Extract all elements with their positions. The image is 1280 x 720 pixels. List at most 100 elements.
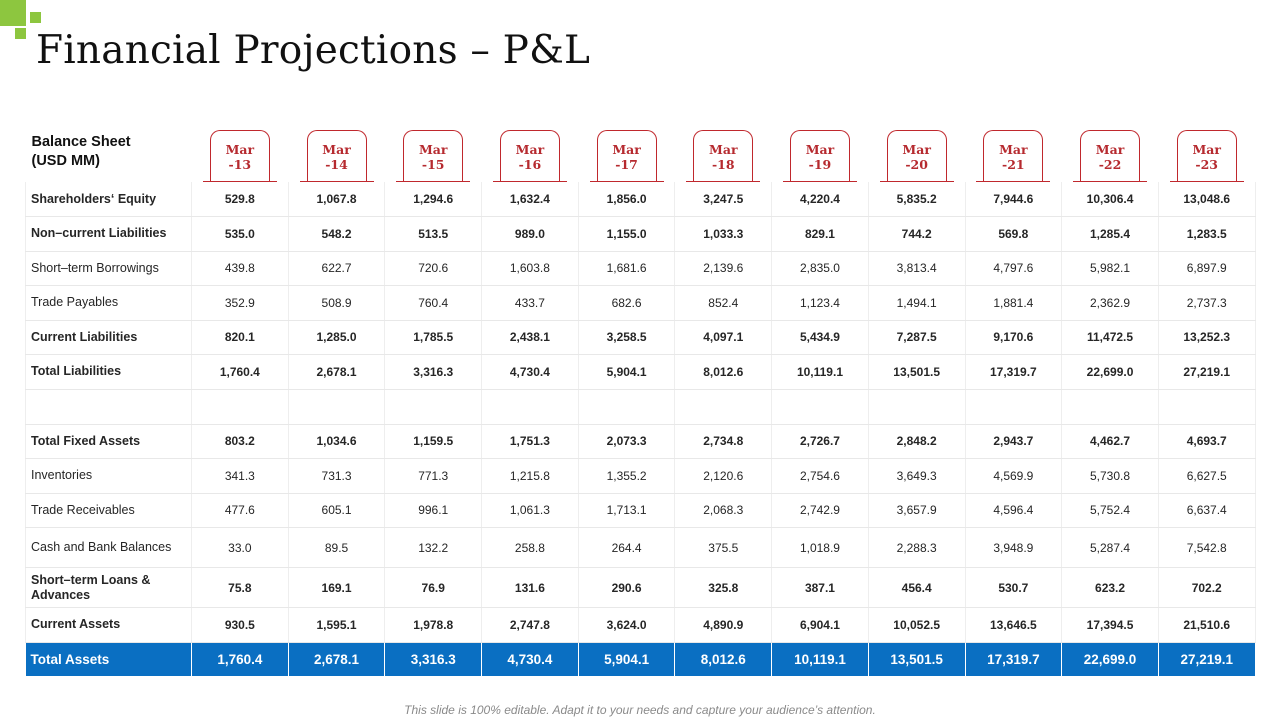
value-cell: 2,678.1 — [288, 354, 386, 390]
total-value-cell: 27,219.1 — [1158, 642, 1256, 676]
logo-square-small-bottom — [15, 28, 26, 39]
value-cell: 1,123.4 — [771, 285, 869, 321]
empty-cell — [868, 389, 966, 425]
value-cell: 1,033.3 — [674, 216, 773, 252]
footer-note: This slide is 100% editable. Adapt it to… — [404, 703, 876, 717]
value-cell: 132.2 — [384, 527, 483, 568]
empty-cell — [578, 389, 676, 425]
value-cell: 529.8 — [191, 182, 289, 217]
table-row: Inventories 341.3 731.3 771.3 1,215.8 1,355.2… — [25, 458, 1256, 494]
value-cell: 7,542.8 — [1158, 527, 1256, 568]
value-cell: 131.6 — [481, 567, 579, 608]
value-cell: 930.5 — [191, 607, 289, 643]
value-cell: 605.1 — [288, 493, 386, 528]
row-label: Non–current Liabilities — [25, 216, 192, 252]
value-cell: 1,632.4 — [481, 182, 579, 217]
value-cell: 6,627.5 — [1158, 458, 1256, 494]
row-label: Current Liabilities — [25, 320, 192, 355]
value-cell: 2,943.7 — [965, 424, 1063, 459]
row-label: Cash and Bank Balances — [25, 527, 192, 568]
value-cell: 6,897.9 — [1158, 251, 1256, 286]
value-cell: 4,220.4 — [771, 182, 869, 217]
table-row: Trade Payables 352.9 508.9 760.4 433.7 682.6 8… — [25, 285, 1256, 321]
table-row: Cash and Bank Balances 33.0 89.5 132.2 258.8… — [25, 527, 1256, 568]
period-month: Mar — [225, 142, 255, 157]
table-row: Current Liabilities 820.1 1,285.0 1,785.5 2,… — [25, 320, 1256, 355]
row-label: Trade Payables — [25, 285, 192, 321]
period-month: Mar — [322, 142, 351, 157]
row-label: Current Assets — [25, 607, 192, 643]
empty-cell — [674, 389, 773, 425]
value-cell: 829.1 — [771, 216, 869, 252]
value-cell: 7,944.6 — [965, 182, 1063, 217]
value-cell: 1,881.4 — [965, 285, 1063, 321]
total-value-cell: 5,904.1 — [578, 642, 676, 676]
value-cell: 456.4 — [868, 567, 966, 608]
period-tab: Mar -15 — [396, 130, 471, 182]
value-cell: 4,569.9 — [965, 458, 1063, 494]
value-cell: 3,316.3 — [384, 354, 483, 390]
value-cell: 5,730.8 — [1061, 458, 1159, 494]
value-cell: 2,747.8 — [481, 607, 579, 643]
period-year: -21 — [1002, 157, 1025, 172]
value-cell: 1,155.0 — [578, 216, 676, 252]
value-cell: 760.4 — [384, 285, 483, 321]
total-value-cell: 8,012.6 — [674, 642, 773, 676]
period-month: Mar — [805, 142, 835, 157]
value-cell: 702.2 — [1158, 567, 1256, 608]
value-cell: 1,283.5 — [1158, 216, 1256, 252]
period-header: Mar -23 — [1158, 128, 1255, 182]
period-year: -23 — [1195, 157, 1219, 172]
value-cell: 17,319.7 — [965, 354, 1063, 390]
value-cell: 1,034.6 — [288, 424, 386, 459]
period-year: -13 — [228, 157, 252, 172]
period-tab: Mar -18 — [686, 130, 761, 182]
value-cell: 1,681.6 — [578, 251, 676, 286]
value-cell: 387.1 — [771, 567, 869, 608]
period-header: Mar -21 — [965, 128, 1062, 182]
period-year: -17 — [615, 157, 638, 172]
value-cell: 10,119.1 — [771, 354, 869, 390]
value-cell: 6,637.4 — [1158, 493, 1256, 528]
value-cell: 11,472.5 — [1061, 320, 1159, 355]
value-cell: 4,890.9 — [674, 607, 773, 643]
value-cell: 1,355.2 — [578, 458, 676, 494]
period-tab: Mar -23 — [1169, 130, 1244, 182]
value-cell: 13,646.5 — [965, 607, 1063, 643]
value-cell: 771.3 — [384, 458, 483, 494]
value-cell: 1,856.0 — [578, 182, 676, 217]
period-tab: Mar -20 — [879, 130, 954, 182]
spacer-row — [25, 389, 1256, 425]
value-cell: 2,726.7 — [771, 424, 869, 459]
total-value-cell: 17,319.7 — [965, 642, 1063, 676]
total-row-label: Total Assets — [25, 642, 192, 676]
period-month: Mar — [515, 142, 545, 157]
period-header: Mar -22 — [1062, 128, 1159, 182]
value-cell: 4,693.7 — [1158, 424, 1256, 459]
value-cell: 5,904.1 — [578, 354, 676, 390]
period-header: Mar -18 — [675, 128, 772, 182]
empty-cell — [965, 389, 1063, 425]
period-month: Mar — [1192, 142, 1221, 157]
value-cell: 8,012.6 — [674, 354, 773, 390]
value-cell: 264.4 — [578, 527, 676, 568]
value-cell: 2,754.6 — [771, 458, 869, 494]
value-cell: 7,287.5 — [868, 320, 966, 355]
value-cell: 744.2 — [868, 216, 966, 252]
value-cell: 4,797.6 — [965, 251, 1063, 286]
period-tab: Mar -21 — [976, 130, 1051, 182]
table-row: Shareholders‘ Equity 529.8 1,067.8 1,294.6 1… — [25, 182, 1256, 217]
value-cell: 9,170.6 — [965, 320, 1063, 355]
value-cell: 17,394.5 — [1061, 607, 1159, 643]
period-header: Mar -16 — [482, 128, 579, 182]
value-cell: 535.0 — [191, 216, 289, 252]
empty-cell — [1061, 389, 1159, 425]
row-label: Total Fixed Assets — [25, 424, 192, 459]
value-cell: 1,215.8 — [481, 458, 579, 494]
empty-cell — [384, 389, 483, 425]
value-cell: 2,734.8 — [674, 424, 773, 459]
value-cell: 325.8 — [674, 567, 773, 608]
row-label: Short–term Borrowings — [25, 251, 192, 286]
header-row: Balance Sheet (USD MM) Mar -13 Mar -14 Mar -1… — [26, 128, 1256, 182]
period-month: Mar — [612, 142, 641, 157]
